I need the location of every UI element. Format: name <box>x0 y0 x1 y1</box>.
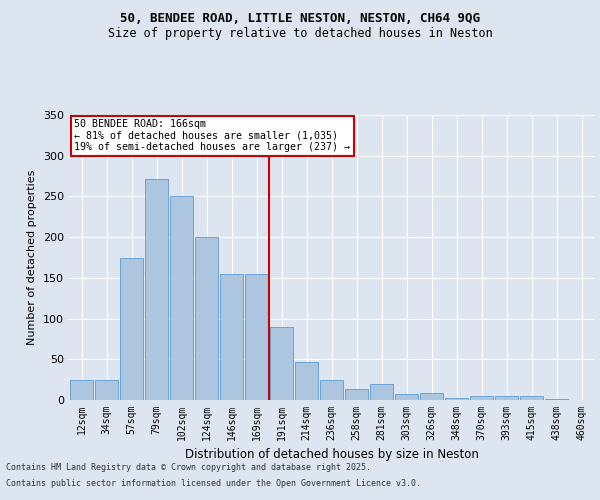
Bar <box>545 399 568 400</box>
Text: Contains HM Land Registry data © Crown copyright and database right 2025.: Contains HM Land Registry data © Crown c… <box>6 464 371 472</box>
Bar <box>495 396 518 400</box>
X-axis label: Distribution of detached houses by size in Neston: Distribution of detached houses by size … <box>185 448 478 462</box>
Bar <box>295 362 318 400</box>
Bar <box>320 380 343 400</box>
Bar <box>270 326 293 400</box>
Bar <box>395 394 418 400</box>
Bar <box>520 396 543 400</box>
Bar <box>345 390 368 400</box>
Bar <box>470 396 493 400</box>
Bar <box>95 380 118 400</box>
Bar <box>445 398 468 400</box>
Bar <box>170 196 193 400</box>
Bar <box>220 274 243 400</box>
Text: 50 BENDEE ROAD: 166sqm
← 81% of detached houses are smaller (1,035)
19% of semi-: 50 BENDEE ROAD: 166sqm ← 81% of detached… <box>74 120 350 152</box>
Y-axis label: Number of detached properties: Number of detached properties <box>28 170 37 345</box>
Bar <box>120 258 143 400</box>
Bar <box>370 384 393 400</box>
Text: Size of property relative to detached houses in Neston: Size of property relative to detached ho… <box>107 28 493 40</box>
Text: 50, BENDEE ROAD, LITTLE NESTON, NESTON, CH64 9QG: 50, BENDEE ROAD, LITTLE NESTON, NESTON, … <box>120 12 480 26</box>
Bar <box>245 274 268 400</box>
Bar <box>195 237 218 400</box>
Bar <box>70 380 93 400</box>
Bar <box>145 178 168 400</box>
Text: Contains public sector information licensed under the Open Government Licence v3: Contains public sector information licen… <box>6 478 421 488</box>
Bar <box>420 394 443 400</box>
